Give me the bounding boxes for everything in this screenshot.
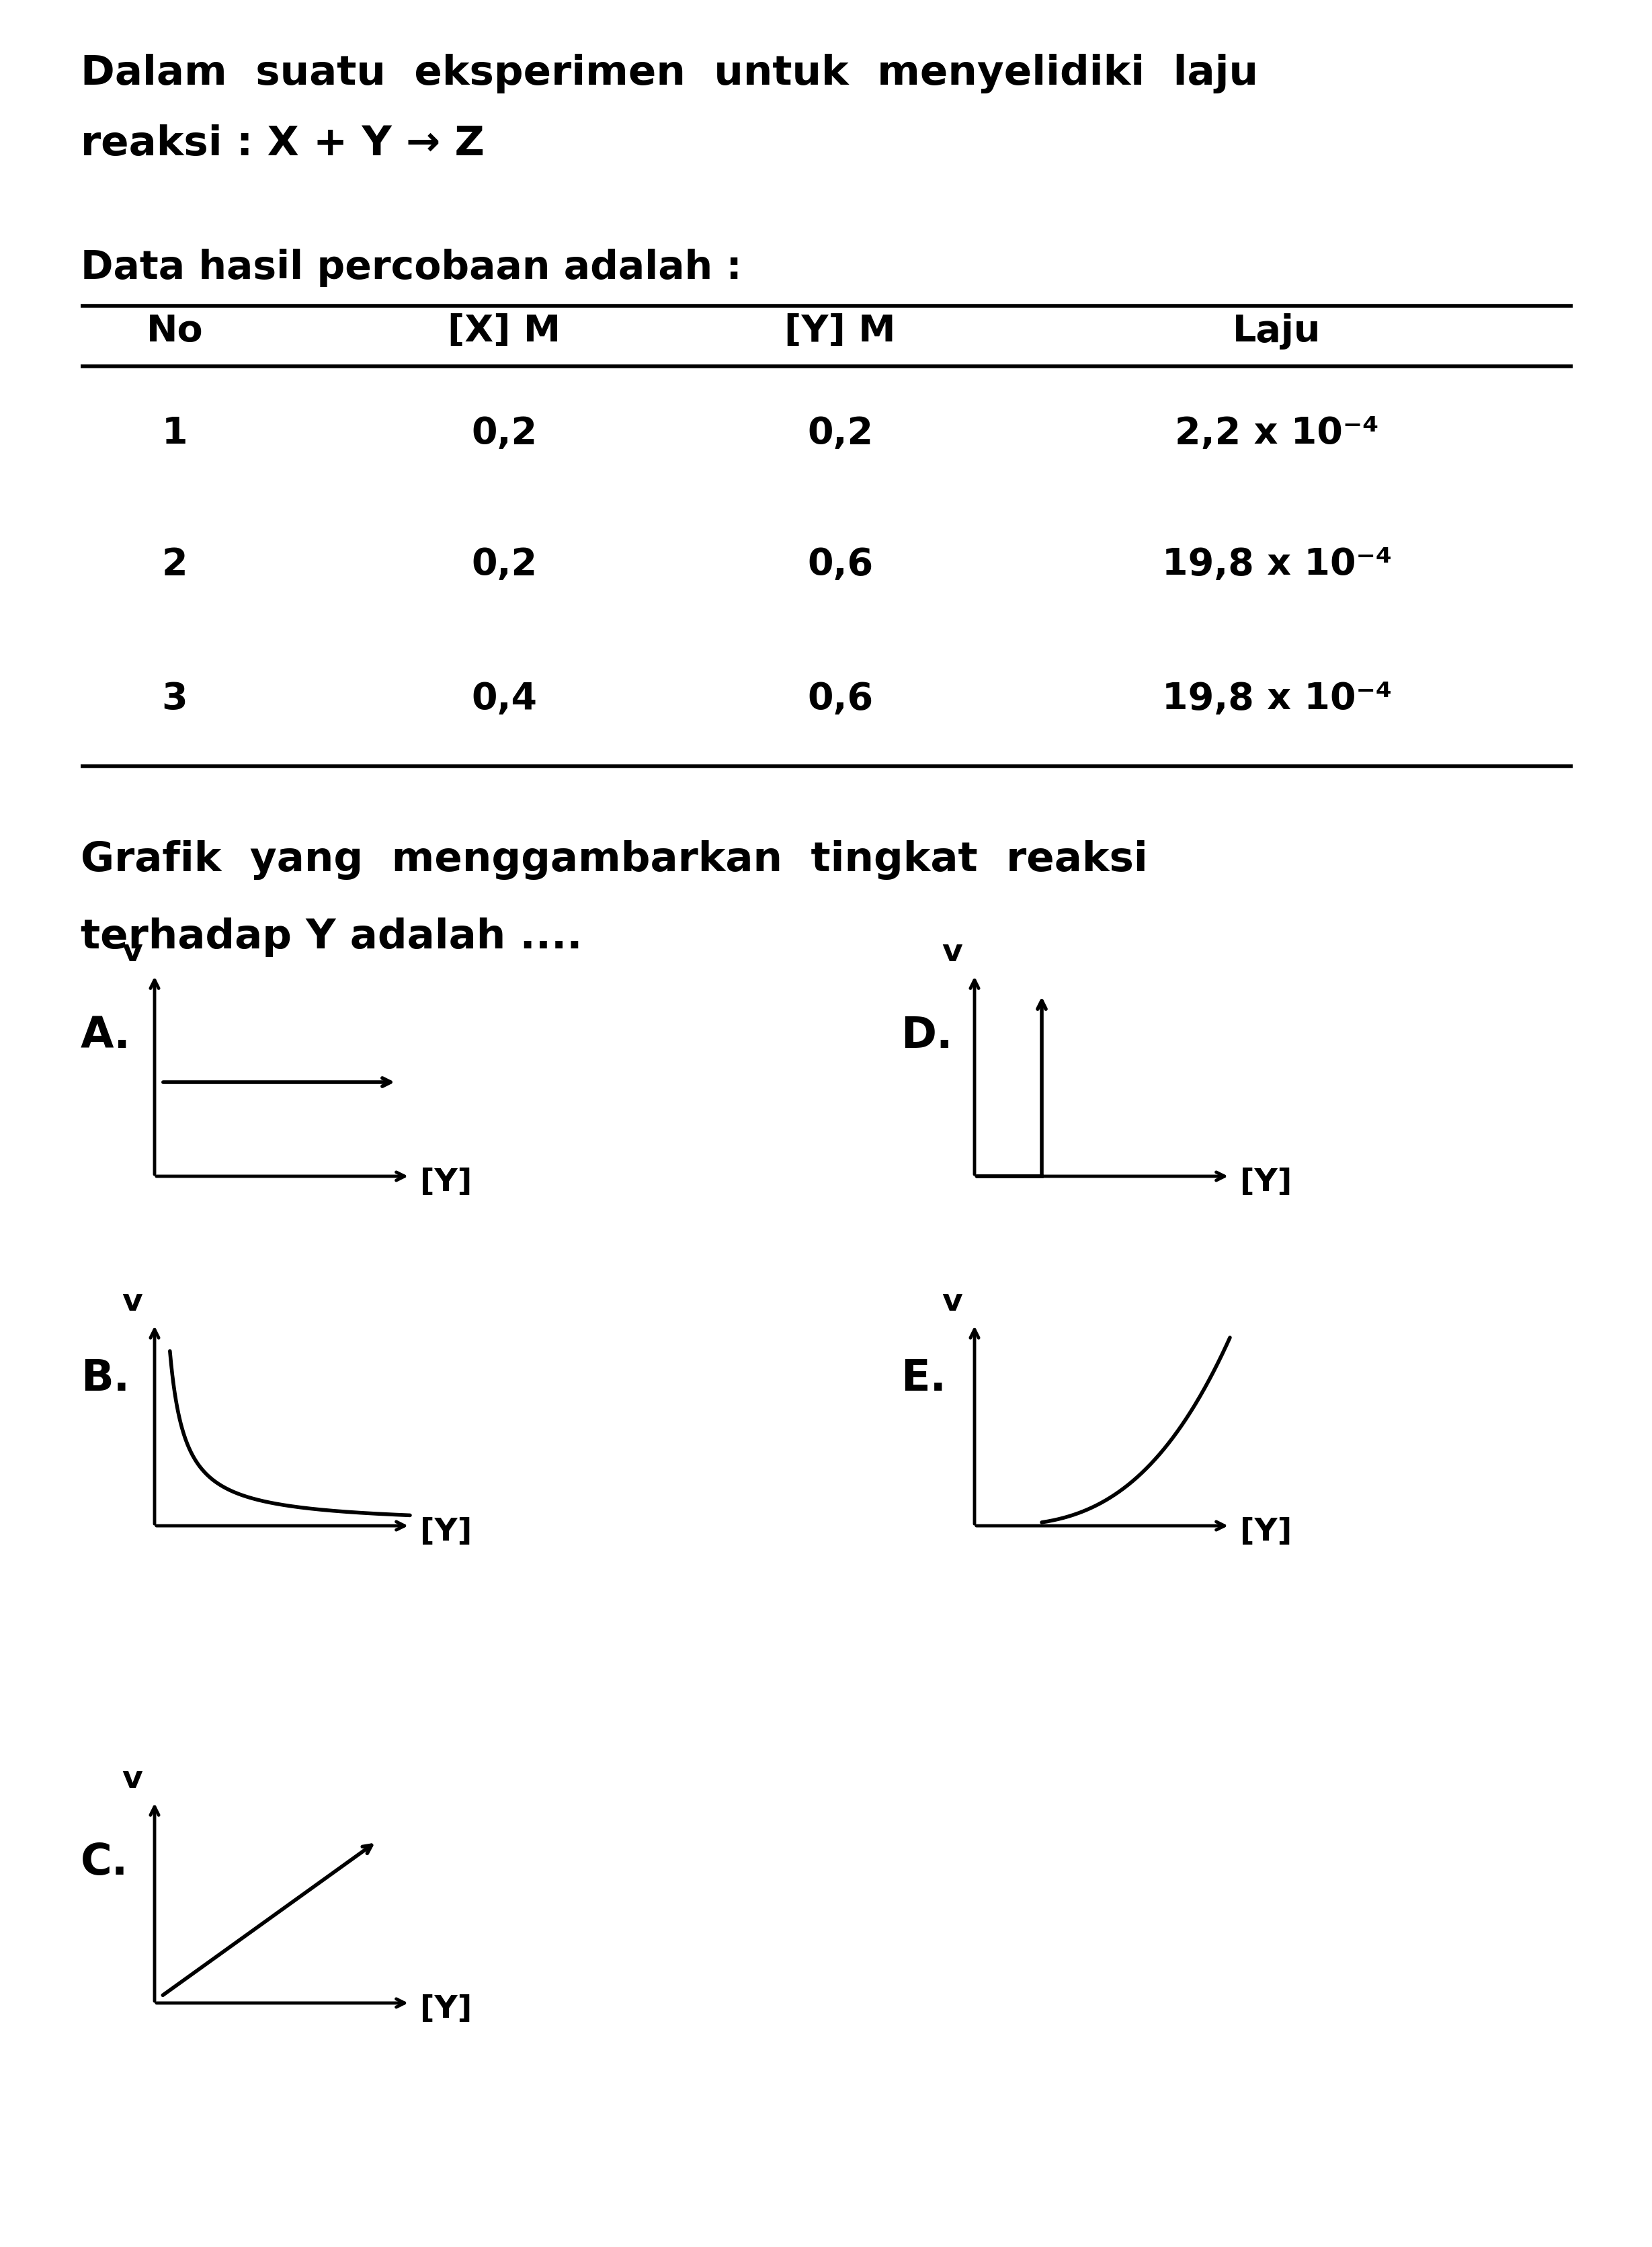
- Text: Laju: Laju: [1232, 312, 1322, 351]
- Text: v: v: [122, 1288, 142, 1317]
- Text: 19,8 x 10⁻⁴: 19,8 x 10⁻⁴: [1161, 681, 1393, 717]
- Text: v: v: [122, 1764, 142, 1795]
- Text: 2,2 x 10⁻⁴: 2,2 x 10⁻⁴: [1175, 416, 1379, 452]
- Text: A.: A.: [81, 1016, 131, 1056]
- Text: Dalam  suatu  eksperimen  untuk  menyelidiki  laju: Dalam suatu eksperimen untuk menyelidiki…: [81, 54, 1259, 94]
- Text: 0,6: 0,6: [808, 546, 874, 582]
- Text: [Y]: [Y]: [420, 1995, 472, 2025]
- Text: [Y] M: [Y] M: [785, 312, 895, 351]
- Text: v: v: [942, 937, 963, 968]
- Text: [Y]: [Y]: [420, 1517, 472, 1548]
- Text: No: No: [147, 312, 203, 351]
- Text: 0,2: 0,2: [471, 546, 537, 582]
- Text: 0,4: 0,4: [471, 681, 537, 717]
- Text: [X] M: [X] M: [448, 312, 560, 351]
- Text: C.: C.: [81, 1843, 129, 1883]
- Text: 0,6: 0,6: [808, 681, 874, 717]
- Text: terhadap Y adalah ....: terhadap Y adalah ....: [81, 917, 583, 957]
- Text: 19,8 x 10⁻⁴: 19,8 x 10⁻⁴: [1161, 546, 1393, 582]
- Text: 0,2: 0,2: [808, 416, 874, 452]
- Text: v: v: [942, 1288, 963, 1317]
- Text: v: v: [122, 937, 142, 968]
- Text: 1: 1: [162, 416, 188, 452]
- Text: Data hasil percobaan adalah :: Data hasil percobaan adalah :: [81, 249, 742, 288]
- Text: [Y]: [Y]: [1241, 1517, 1292, 1548]
- Text: [Y]: [Y]: [1241, 1168, 1292, 1198]
- Text: 3: 3: [162, 681, 188, 717]
- Text: reaksi : X + Y → Z: reaksi : X + Y → Z: [81, 124, 484, 164]
- Text: 2: 2: [162, 546, 188, 582]
- Text: 0,2: 0,2: [471, 416, 537, 452]
- Text: [Y]: [Y]: [420, 1168, 472, 1198]
- Text: D.: D.: [900, 1016, 953, 1056]
- Text: E.: E.: [900, 1357, 947, 1400]
- Text: Grafik  yang  menggambarkan  tingkat  reaksi: Grafik yang menggambarkan tingkat reaksi: [81, 840, 1148, 881]
- Text: B.: B.: [81, 1357, 131, 1400]
